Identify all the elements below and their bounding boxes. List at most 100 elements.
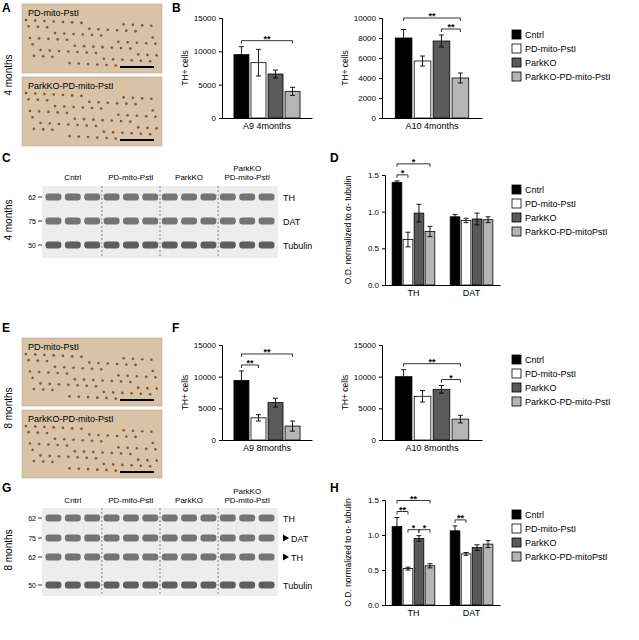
significance-label: *: [401, 168, 405, 178]
histology-image: PD-mito-PstI: [22, 338, 162, 406]
stained-cell: [149, 133, 152, 136]
blot-band: [45, 582, 61, 589]
tick-label: 15000: [194, 341, 217, 350]
tick-mark: [219, 377, 222, 378]
tick: 6000: [358, 54, 382, 63]
lane-separator: [218, 508, 219, 596]
blot-band: [181, 242, 197, 249]
stained-cell: [95, 457, 98, 460]
stained-cell: [71, 94, 74, 97]
period-label: 8 months: [3, 387, 14, 428]
scale-bar: [120, 399, 154, 401]
stained-cell: [72, 438, 75, 441]
blot-band: [45, 242, 61, 249]
stained-cell: [134, 436, 137, 439]
stained-cell: [116, 435, 119, 438]
blot-band: [200, 535, 216, 542]
stained-cell: [72, 33, 75, 36]
stained-cell: [111, 119, 114, 122]
stained-cell: [48, 122, 51, 125]
stained-cell: [154, 115, 157, 118]
blot-membrane: [42, 186, 278, 258]
stained-cell: [132, 97, 135, 100]
legend-swatch: [512, 369, 521, 378]
stained-cell: [137, 386, 140, 389]
lane-separator: [101, 186, 102, 258]
stained-cell: [39, 382, 42, 385]
category-label: DAT: [463, 288, 481, 298]
stained-cell: [43, 20, 46, 23]
blot-band: [45, 554, 61, 561]
stained-cell: [46, 360, 49, 363]
y-axis-title: TH+ cells: [180, 375, 190, 411]
stained-cell: [27, 98, 30, 101]
stained-cell: [81, 439, 84, 442]
blot-band: [123, 535, 139, 542]
stained-cell: [76, 384, 79, 387]
tick: 0: [212, 114, 222, 123]
scale-bar: [120, 471, 154, 473]
blot-band: [123, 242, 139, 249]
stained-cell: [27, 431, 30, 434]
stained-cell: [42, 388, 45, 391]
stained-cell: [76, 124, 79, 127]
axis-line: [382, 501, 386, 606]
stained-cell: [125, 29, 128, 32]
stained-cell: [137, 53, 140, 56]
stained-cell: [63, 105, 66, 108]
tick: 1.0: [368, 208, 385, 217]
stained-cell: [114, 137, 117, 140]
blot-band: [142, 554, 158, 561]
stained-cell: [111, 380, 114, 383]
y-axis-title: O.D. normalized to α- tubulin: [343, 498, 353, 607]
blot-band: [104, 535, 120, 542]
axis-line: [379, 19, 383, 119]
blot-band: [259, 515, 275, 522]
stained-cell: [56, 38, 59, 41]
mw-label: 50: [28, 582, 36, 589]
tick-label: 8000: [358, 34, 376, 43]
tick-label: 15000: [194, 14, 217, 23]
error-bar: [458, 415, 463, 423]
tick: 8000: [358, 34, 382, 43]
legend-label: ParkKO-PD-mitoPstI: [525, 227, 608, 237]
mw-tick: [38, 538, 42, 539]
stained-cell: [66, 372, 69, 375]
plot-area: [234, 47, 300, 118]
stained-cell: [25, 353, 28, 356]
plot-area: [234, 371, 300, 440]
legend-swatch: [512, 355, 521, 364]
stained-cell: [76, 456, 79, 459]
stained-cell: [74, 117, 77, 120]
stained-cell: [63, 366, 66, 369]
axis-line: [383, 440, 483, 441]
stained-cell: [129, 120, 132, 123]
error-bar: [453, 526, 458, 536]
tick: 0: [212, 436, 222, 445]
bar: [395, 38, 412, 118]
stained-cell: [47, 111, 50, 114]
blot-band: [45, 515, 61, 522]
stained-cell: [134, 103, 137, 106]
error-bar: [427, 564, 432, 568]
blot-band: [200, 194, 216, 201]
tick-mark: [382, 535, 385, 536]
plot-area: [392, 181, 493, 285]
tick-mark: [379, 78, 382, 79]
bar: [268, 74, 283, 118]
stained-cell: [85, 124, 88, 127]
stained-cell: [39, 454, 42, 457]
stained-cell: [107, 362, 110, 365]
significance-label: *: [449, 373, 453, 383]
image-label: ParkKO-PD-mito-PstI: [28, 414, 114, 424]
stained-cell: [51, 129, 54, 132]
error-bar: [239, 371, 244, 390]
stained-cell: [103, 57, 106, 60]
legend-swatch: [512, 538, 521, 547]
stained-cell: [92, 45, 95, 48]
stained-cell: [31, 43, 34, 46]
blot-band: [181, 554, 197, 561]
bar: [483, 220, 493, 285]
stained-cell: [34, 353, 37, 356]
legend-swatch: [512, 185, 521, 194]
